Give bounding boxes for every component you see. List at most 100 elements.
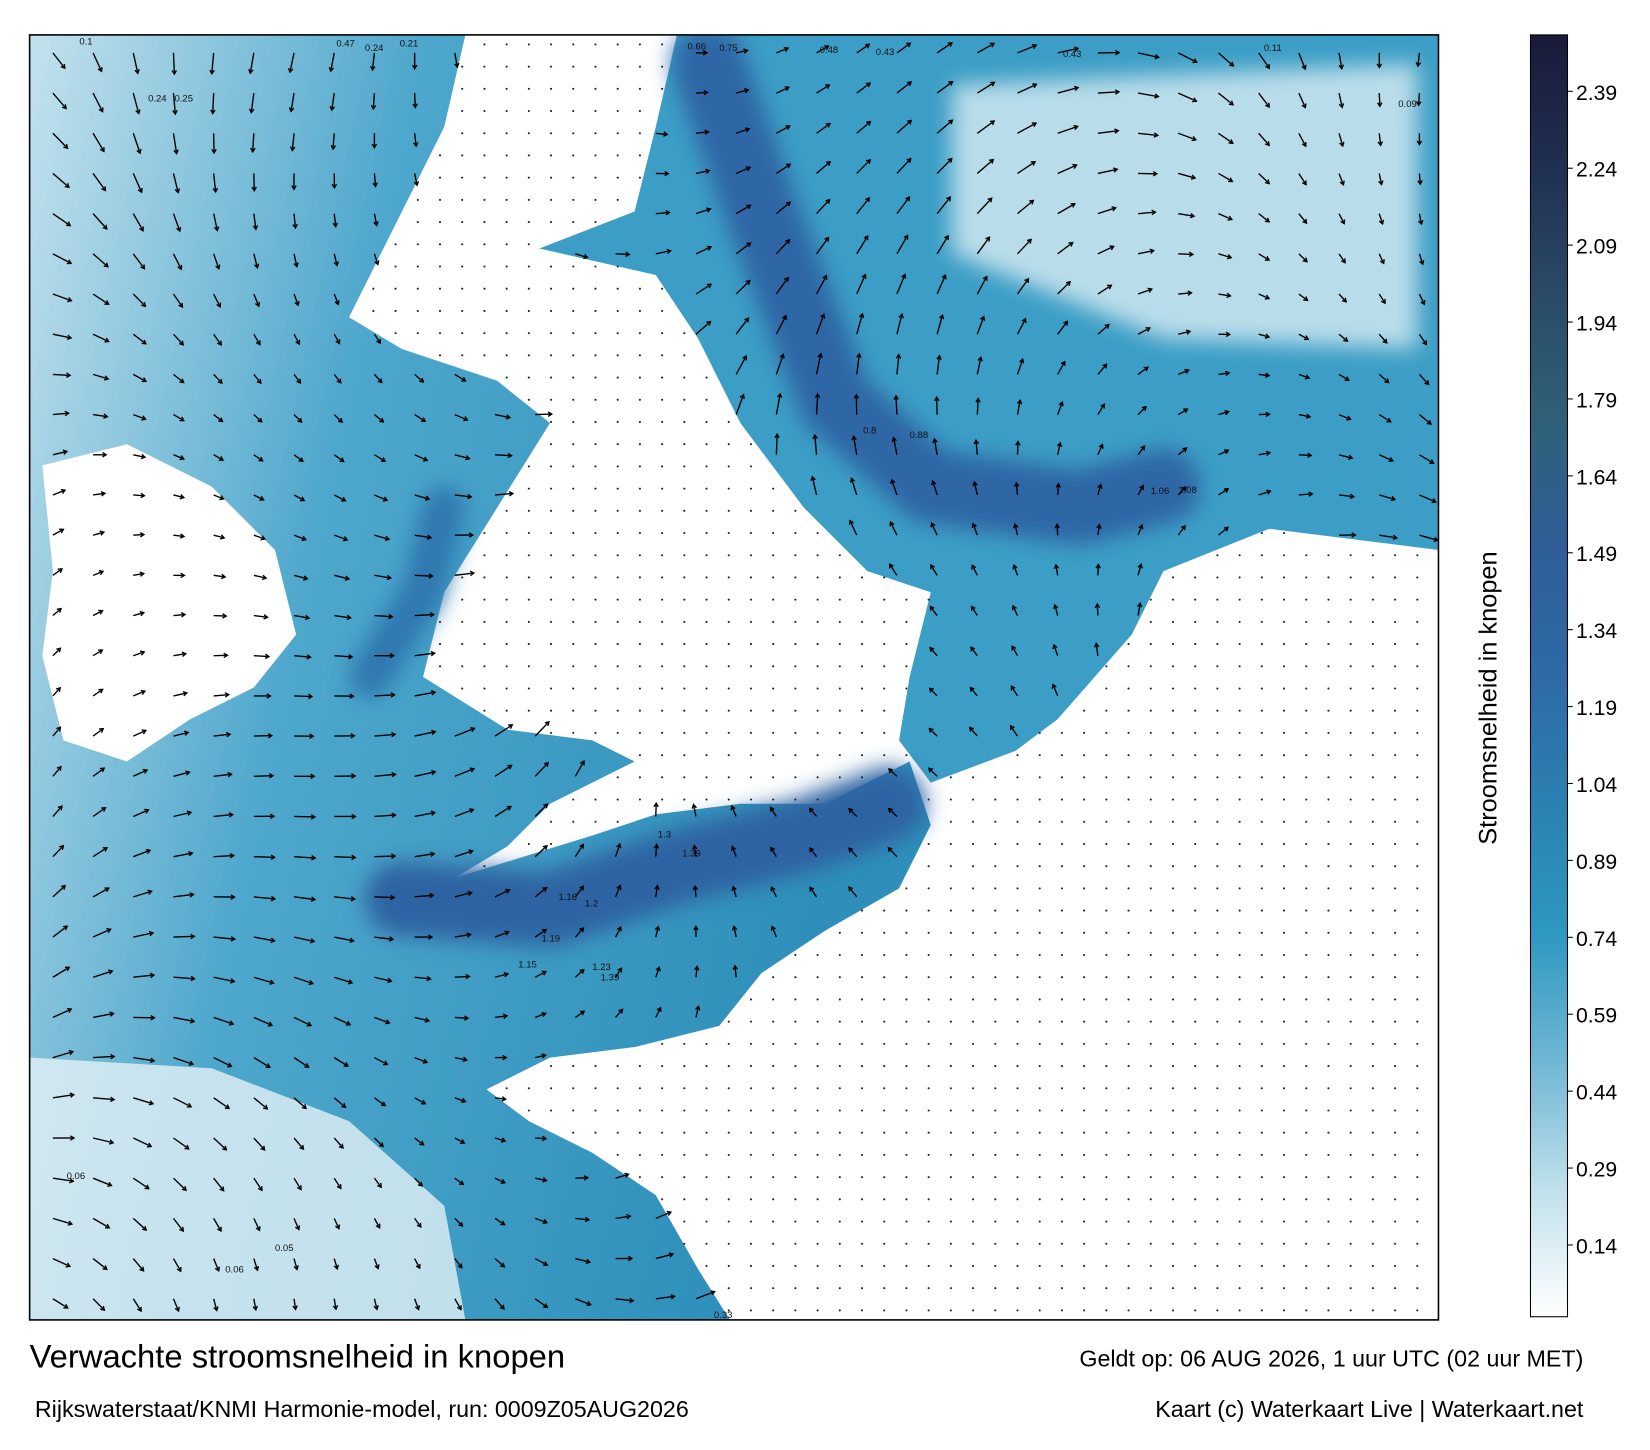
- grid-dot: [1016, 865, 1019, 868]
- grid-dot: [527, 221, 530, 224]
- grid-dot: [661, 487, 664, 490]
- arrow-head: [177, 264, 183, 271]
- arrow-head: [215, 264, 221, 270]
- arrow-shaft: [692, 804, 697, 817]
- grid-dot: [927, 909, 930, 912]
- arrow-head: [1266, 489, 1272, 495]
- grid-dot: [1305, 665, 1308, 668]
- arrow-head: [865, 82, 872, 88]
- arrow-head: [1226, 292, 1232, 299]
- arrow-head: [189, 1018, 196, 1024]
- grid-dot: [550, 643, 553, 646]
- arrow-head: [1073, 124, 1079, 131]
- grid-dot: [1127, 909, 1130, 912]
- grid-dot: [1216, 1109, 1219, 1112]
- arrow-shaft: [373, 1258, 379, 1269]
- grid-dot: [1416, 1042, 1419, 1045]
- grid-dot: [1127, 1109, 1130, 1112]
- arrow-head: [468, 849, 474, 855]
- grid-dot: [1260, 665, 1263, 668]
- grid-dot: [816, 709, 819, 712]
- grid-dot: [1282, 1065, 1286, 1068]
- arrow-shaft: [374, 1097, 386, 1107]
- grid-dot: [1282, 709, 1286, 712]
- arrow-head: [261, 574, 268, 581]
- arrow-shaft: [293, 1177, 302, 1190]
- arrow-head: [1264, 333, 1271, 339]
- grid-dot: [1016, 1065, 1019, 1068]
- grid-dot: [772, 798, 775, 801]
- arrow-head: [666, 1210, 673, 1216]
- grid-dot: [572, 265, 575, 268]
- grid-dot: [1194, 665, 1197, 668]
- grid-dot: [816, 731, 819, 734]
- grid-dot: [727, 1176, 730, 1179]
- arrow-shaft: [1011, 645, 1019, 657]
- arrow-head: [59, 844, 65, 851]
- arrow-head: [185, 770, 191, 776]
- grid-dot: [972, 998, 975, 1001]
- map-label: 0.48: [820, 45, 839, 56]
- arrow-shaft: [1338, 373, 1350, 381]
- grid-dot: [1394, 554, 1397, 557]
- grid-dot: [683, 487, 686, 490]
- grid-dot: [1060, 820, 1063, 823]
- arrow-head: [413, 180, 420, 187]
- arrow-shaft: [253, 454, 263, 462]
- arrow-head: [1070, 202, 1076, 208]
- grid-dot: [505, 709, 508, 712]
- grid-dot: [1327, 1153, 1330, 1156]
- arrow-shaft: [414, 454, 428, 462]
- grid-dot: [1238, 1287, 1241, 1290]
- arrow-shaft: [213, 1177, 225, 1192]
- arrow-shaft: [534, 803, 548, 817]
- grid-dot: [1349, 1042, 1352, 1045]
- arrow-shaft: [293, 494, 305, 502]
- grid-dot: [1105, 998, 1108, 1001]
- arrow-shaft: [1177, 408, 1188, 416]
- arrow-shaft: [534, 845, 548, 858]
- grid-dot: [505, 109, 508, 113]
- arrow-head: [108, 1139, 115, 1145]
- arrow-head: [69, 1092, 76, 1098]
- arrow-head: [1418, 219, 1424, 226]
- grid-dot: [594, 487, 597, 490]
- arrow-shaft: [293, 1057, 309, 1068]
- arrow-shaft: [1177, 52, 1197, 63]
- grid-dot: [705, 1065, 708, 1068]
- grid-dot: [972, 887, 975, 890]
- arrow-head: [107, 1181, 113, 1187]
- arrow-head: [65, 1262, 72, 1268]
- arrow-shaft: [213, 936, 235, 940]
- arrow-shaft: [1013, 565, 1019, 576]
- colorbar-tick-label: 1.49: [1576, 543, 1617, 566]
- arrow-head: [103, 413, 109, 419]
- grid-dot: [1149, 1153, 1152, 1156]
- arrow-shaft: [132, 1217, 147, 1231]
- grid-dot: [461, 665, 464, 668]
- grid-dot: [860, 776, 864, 779]
- arrow-shaft: [1338, 293, 1347, 303]
- grid-dot: [438, 643, 442, 646]
- arrow-shaft: [92, 492, 106, 496]
- grid-dot: [1194, 1087, 1197, 1090]
- grid-dot: [505, 65, 508, 68]
- arrow-shaft: [333, 534, 348, 541]
- grid-dot: [705, 531, 708, 535]
- arrow-shaft: [775, 434, 778, 455]
- arrow-head: [389, 652, 395, 659]
- grid-dot: [594, 87, 597, 90]
- arrow-head: [297, 417, 303, 423]
- arrow-shaft: [494, 889, 510, 898]
- arrow-shaft: [454, 494, 472, 498]
- grid-dot: [372, 287, 375, 290]
- grid-dot: [1171, 1153, 1175, 1156]
- arrow-head: [1188, 251, 1195, 258]
- grid-dot: [1149, 1042, 1152, 1045]
- grid-dot: [1394, 798, 1397, 801]
- grid-dot: [838, 1131, 841, 1134]
- arrow-head: [292, 223, 298, 230]
- grid-dot: [772, 1176, 775, 1179]
- grid-dot: [1349, 731, 1352, 734]
- grid-dot: [816, 1020, 819, 1023]
